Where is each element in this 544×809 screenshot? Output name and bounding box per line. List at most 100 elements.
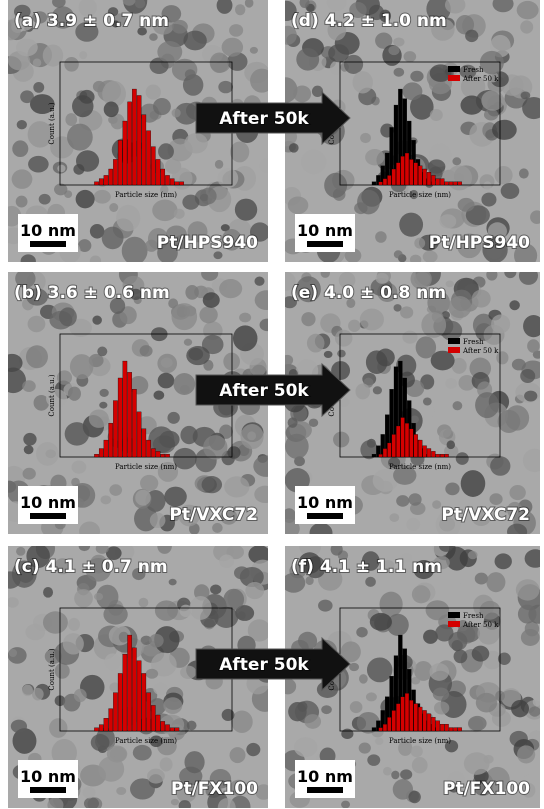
particle	[365, 149, 384, 165]
particle	[483, 181, 491, 190]
particle	[65, 113, 77, 126]
particle	[318, 600, 333, 612]
particle	[492, 120, 517, 140]
histogram-bar	[142, 115, 146, 185]
particle	[65, 422, 90, 446]
particle	[410, 416, 418, 424]
histogram-bar	[418, 166, 422, 185]
histogram-bar	[405, 693, 409, 731]
particle	[16, 196, 28, 208]
particle	[233, 325, 258, 351]
particle	[254, 276, 264, 285]
particle	[367, 657, 392, 682]
particle	[22, 380, 36, 392]
histogram-bar	[427, 172, 431, 185]
particle	[71, 461, 86, 474]
histogram-bar	[99, 179, 103, 185]
legend-label: After 50 k	[462, 75, 499, 83]
legend-swatch	[448, 347, 460, 353]
histogram-bar	[436, 721, 440, 731]
histogram-bar	[118, 378, 122, 457]
particle	[298, 632, 317, 650]
particle	[394, 304, 402, 312]
y-axis-label: Count (a.u.)	[48, 648, 56, 690]
particle	[146, 669, 158, 679]
particle	[521, 629, 540, 646]
particle	[373, 386, 382, 394]
particle	[229, 24, 243, 37]
scale-bar	[307, 513, 343, 519]
particle	[402, 331, 417, 344]
histogram-bar	[445, 454, 449, 457]
histogram-bar	[379, 182, 383, 185]
particle	[23, 433, 36, 446]
particle	[103, 604, 127, 624]
particle	[219, 279, 242, 298]
particle	[333, 432, 349, 448]
arrow-label: After 50k	[219, 655, 309, 675]
particle	[304, 714, 321, 729]
particle	[79, 521, 100, 541]
particle	[409, 493, 422, 505]
histogram-bar	[396, 426, 400, 457]
histogram-bar	[436, 454, 440, 457]
particle	[301, 150, 326, 175]
histogram-bar	[458, 182, 462, 185]
particle	[17, 120, 27, 129]
histogram-bar	[161, 454, 165, 457]
particle	[185, 285, 198, 300]
particle	[360, 133, 371, 143]
sample-name: Pt/VXC72	[169, 505, 258, 525]
particle	[59, 307, 77, 326]
particle	[521, 92, 531, 100]
particle	[64, 57, 79, 72]
particle	[495, 166, 513, 185]
particle	[468, 716, 487, 731]
particle	[68, 387, 81, 401]
histogram-bar	[445, 724, 449, 731]
particle	[486, 572, 505, 592]
x-axis-label: Particle size (nm)	[389, 737, 451, 745]
particle	[187, 721, 197, 731]
particle	[169, 579, 177, 586]
particle	[453, 401, 463, 410]
particle	[222, 38, 244, 57]
histogram-bar	[414, 434, 418, 457]
particle	[153, 391, 164, 400]
scale-text: 10 nm	[297, 767, 353, 786]
particle	[235, 4, 245, 15]
particle	[285, 434, 309, 459]
particle	[359, 742, 371, 753]
x-axis-label: Particle size (nm)	[115, 737, 177, 745]
histogram-bar	[431, 451, 435, 457]
histogram-bar	[175, 728, 179, 731]
histogram-bar	[392, 710, 396, 731]
particle	[215, 160, 223, 169]
histogram-bar	[156, 159, 160, 185]
particle	[341, 729, 353, 739]
histogram-bar	[146, 693, 150, 731]
particle	[139, 598, 149, 608]
particle	[200, 188, 217, 205]
particle	[116, 205, 140, 231]
particle	[201, 266, 218, 280]
particle	[511, 700, 529, 717]
particle	[171, 303, 197, 330]
particle	[219, 555, 234, 568]
particle	[481, 90, 504, 111]
particle	[509, 485, 525, 500]
particle	[486, 269, 497, 281]
particle	[520, 369, 535, 383]
particle	[152, 200, 177, 222]
histogram-bar	[401, 697, 405, 731]
particle	[468, 551, 478, 560]
particle	[94, 190, 111, 204]
particle	[447, 165, 472, 190]
particle	[412, 757, 428, 773]
particle	[357, 190, 380, 215]
particle	[504, 266, 516, 278]
particle	[43, 611, 68, 633]
histogram-bar	[449, 728, 453, 731]
histogram-bar	[372, 454, 376, 457]
particle	[389, 513, 399, 522]
